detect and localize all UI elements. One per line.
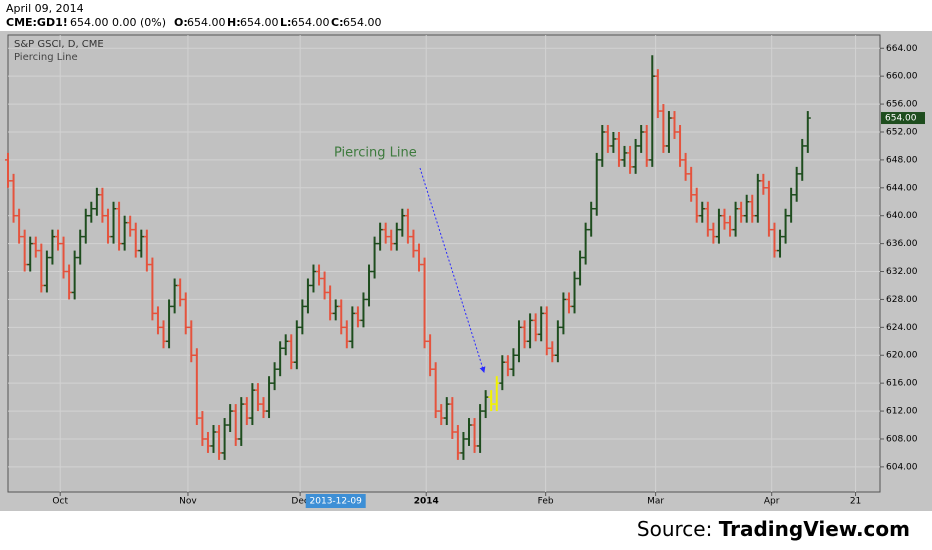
y-tick-label: 624.00 (886, 323, 918, 333)
header-l: 654.00 (291, 16, 330, 29)
x-tick-label: Nov (179, 497, 197, 507)
y-tick-label: 660.00 (886, 72, 918, 82)
y-tick-label: 608.00 (886, 434, 918, 444)
y-tick-label: 648.00 (886, 155, 918, 165)
crosshair-label: 2013-12-09 (310, 497, 363, 507)
x-tick-label: Apr (764, 497, 780, 507)
y-tick-label: 616.00 (886, 379, 918, 389)
y-tick-label: 620.00 (886, 351, 918, 361)
source: Source: TradingView.com (637, 517, 910, 541)
x-tick-label: Mar (647, 497, 664, 507)
header-quote: 654.00 0.00 (0%) (70, 16, 166, 29)
header-c-label: C: (331, 16, 343, 29)
header-l-label: L: (280, 16, 291, 29)
y-tick-label: 604.00 (886, 462, 918, 472)
annotation: Piercing Line (334, 146, 417, 161)
header-o-label: O: (174, 16, 188, 29)
plot-area (7, 34, 881, 493)
y-tick-label: 612.00 (886, 407, 918, 417)
y-tick-label: 628.00 (886, 295, 918, 305)
x-tick-label: Dec (291, 497, 308, 507)
chart-subtitle: Piercing Line (14, 52, 78, 63)
chart-title: S&P GSCI, D, CME (14, 39, 104, 50)
y-tick-label: 656.00 (886, 100, 918, 110)
header-o: 654.00 (187, 16, 226, 29)
header-h: 654.00 (240, 16, 279, 29)
last-price-label: 654.00 (885, 114, 917, 124)
grid (8, 35, 880, 492)
y-tick-label: 644.00 (886, 183, 918, 193)
x-tick-label: Feb (538, 497, 554, 507)
x-tick-label: 21 (850, 497, 861, 507)
x-tick-label: Oct (52, 497, 68, 507)
y-tick-label: 632.00 (886, 267, 918, 277)
y-tick-label: 664.00 (886, 44, 918, 54)
x-tick-label: 2014 (414, 497, 439, 507)
header-h-label: H: (227, 16, 241, 29)
header-c: 654.00 (343, 16, 382, 29)
header-date: April 09, 2014 (6, 2, 84, 15)
y-tick-label: 640.00 (886, 211, 918, 221)
source-label: Source: (637, 517, 712, 541)
crosshair-box (305, 494, 366, 508)
bars (5, 55, 811, 460)
source-name: TradingView.com (719, 517, 910, 541)
y-tick-label: 652.00 (886, 127, 918, 137)
header-symbol: CME:GD1! (6, 16, 68, 29)
y-tick-label: 636.00 (886, 239, 918, 249)
last-price-box (881, 112, 925, 125)
